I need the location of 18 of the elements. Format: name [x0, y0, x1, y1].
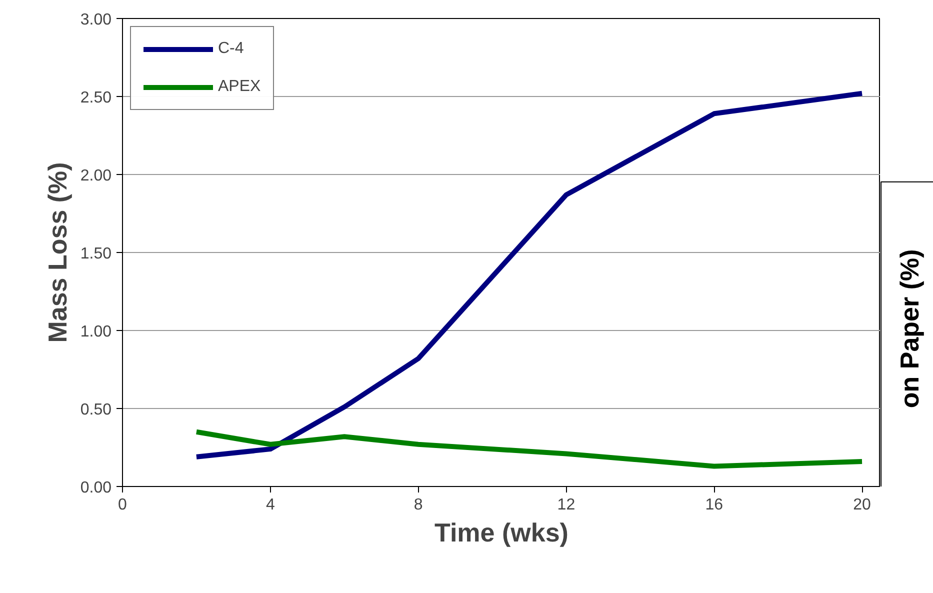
x-tick-label: 0: [118, 496, 128, 514]
y-tick-label: 1.00: [80, 324, 112, 340]
legend-label: C-4: [218, 40, 244, 58]
legend-label: APEX: [218, 78, 261, 96]
y-tick-label: 2.00: [80, 168, 112, 184]
y-tick-label: 0.50: [80, 402, 112, 418]
y-tick-label: 1.50: [80, 246, 112, 262]
x-tick-label: 8: [414, 496, 423, 514]
x-axis-title: Time (wks): [434, 518, 568, 548]
x-tick-label: 4: [266, 496, 275, 514]
x-tick-label: 16: [705, 496, 724, 514]
y-tick-label: 3.00: [80, 12, 112, 28]
x-tick-label: 12: [557, 496, 576, 514]
x-tick-label: 20: [853, 496, 872, 514]
y-tick-label: 0.00: [80, 480, 112, 496]
y-tick-label: 2.50: [80, 90, 112, 106]
y-axis-title: Mass Loss (%): [42, 162, 72, 343]
text: on Paper (%): [894, 249, 924, 408]
